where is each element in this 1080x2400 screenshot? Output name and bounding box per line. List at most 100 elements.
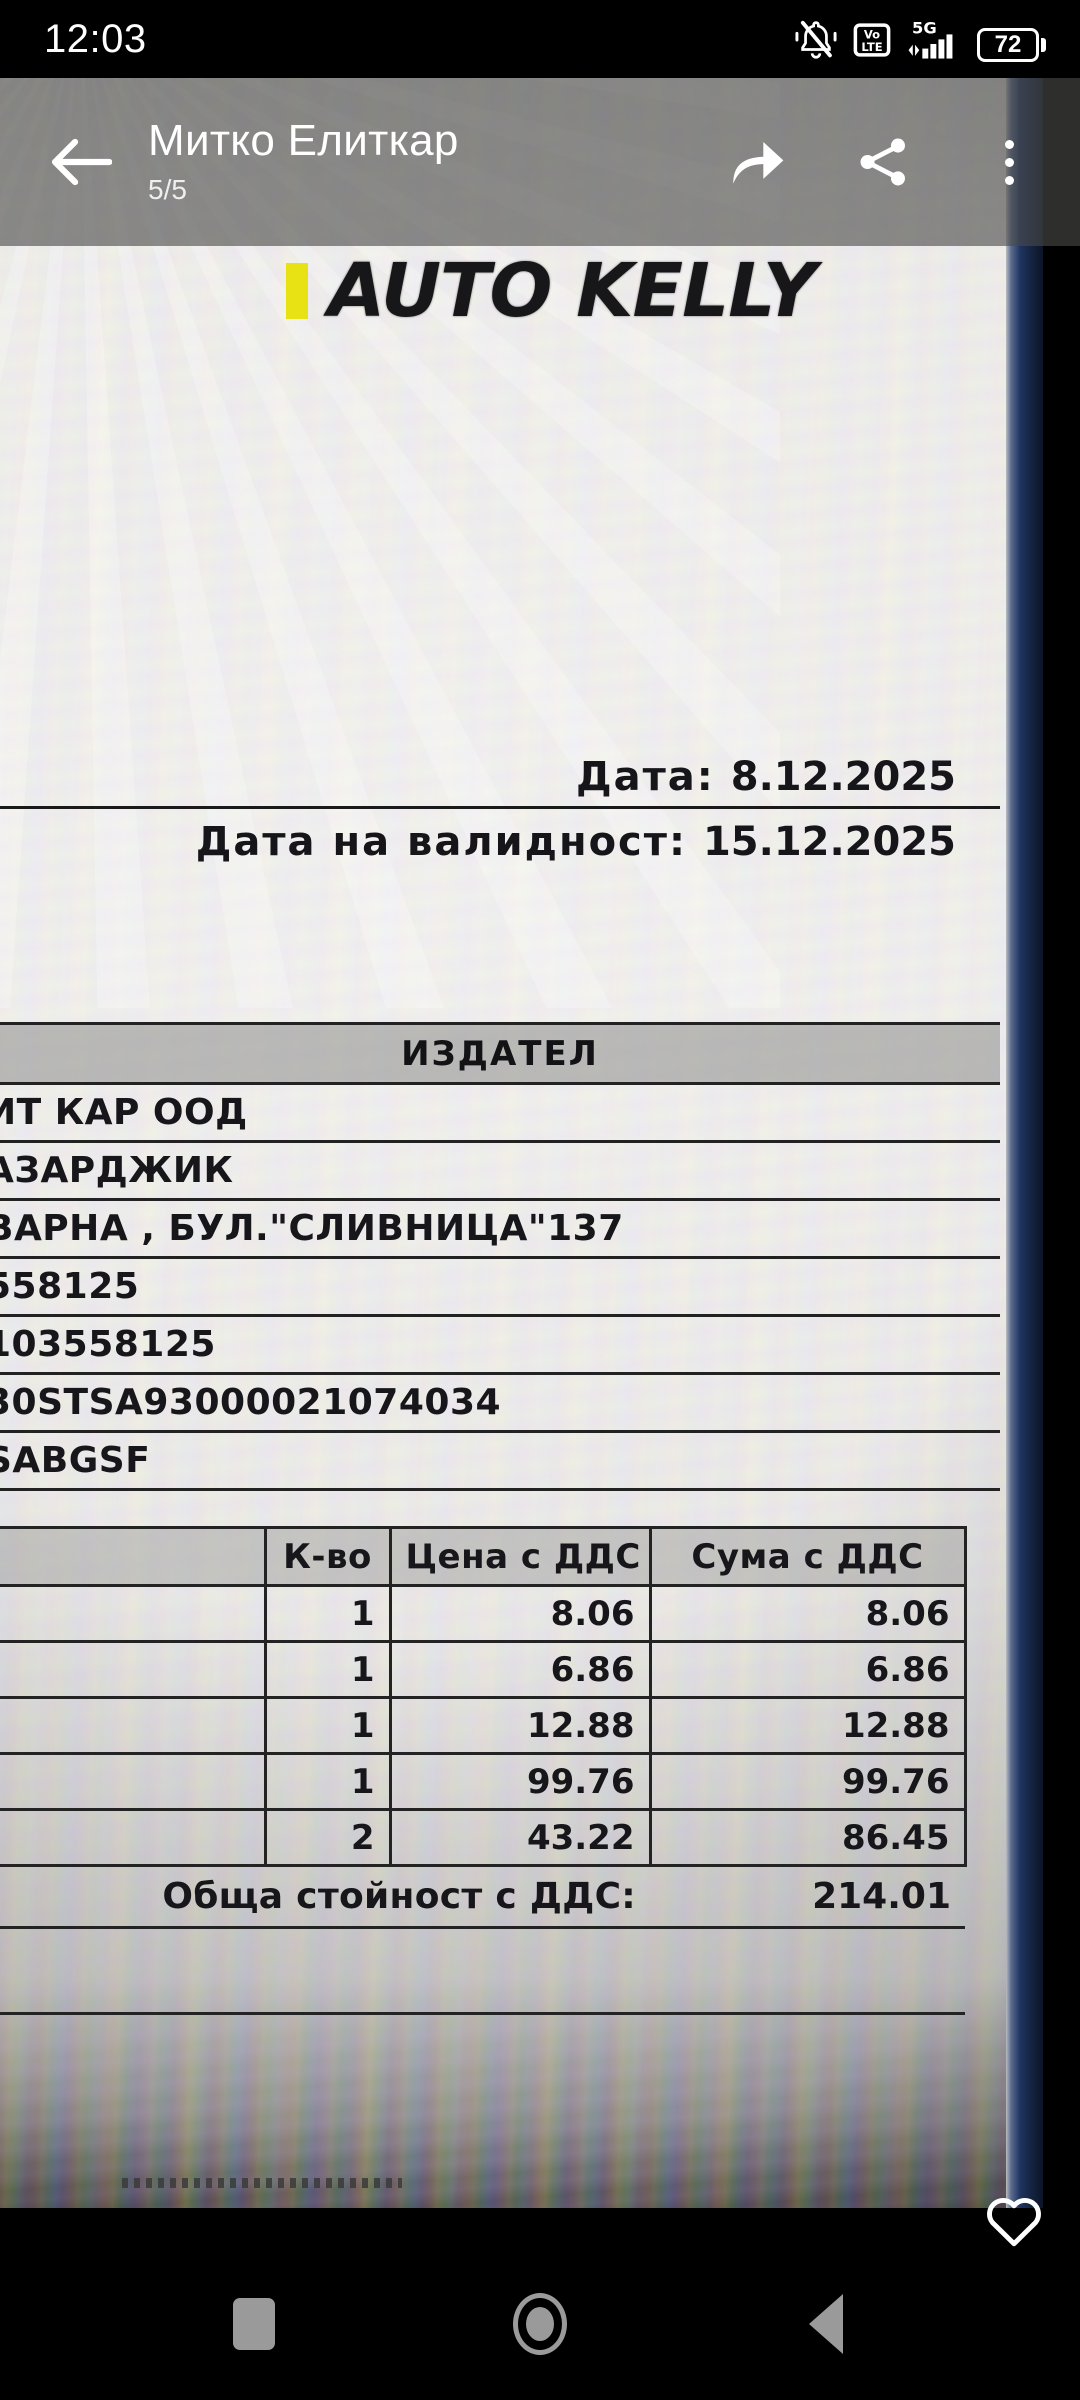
issuer-row: 103558125 <box>0 1317 1000 1375</box>
total-value: 214.01 <box>650 1864 965 1929</box>
invoice-photo[interactable]: AUTO KELLY Дата: 8.12.2025 Дата на валид… <box>0 78 1043 2208</box>
cell-description <box>0 1696 267 1755</box>
forward-arrow-icon <box>733 141 784 184</box>
overflow-menu-button[interactable] <box>966 119 1052 205</box>
logo-brand-text: AUTO KELLY <box>328 248 816 334</box>
cell-unit-price: 12.88 <box>388 1696 652 1755</box>
svg-text:5G: 5G <box>912 18 937 37</box>
column-header-quantity: К-во <box>263 1526 392 1587</box>
issuer-bic: SABGSF <box>0 1440 151 1481</box>
cell-line-total: 8.06 <box>648 1584 967 1643</box>
svg-text:LTE: LTE <box>861 40 882 54</box>
table-row: 1 12.88 12.88 <box>0 1696 967 1755</box>
square-recents-icon <box>233 2298 275 2350</box>
cell-description <box>0 1752 267 1811</box>
status-bar-clock: 12:03 <box>44 16 147 61</box>
photo-right-edge-strip <box>1006 78 1043 2208</box>
issuer-row: ИТ КАР ООД <box>0 1085 1000 1143</box>
cell-line-total: 6.86 <box>648 1640 967 1699</box>
mute-bell-icon <box>795 20 837 59</box>
cell-unit-price: 43.22 <box>388 1808 652 1867</box>
heart-outline-icon <box>987 2197 1041 2247</box>
signature-dotted-line <box>122 2178 402 2188</box>
back-nav-button[interactable] <box>778 2276 874 2372</box>
cell-quantity: 1 <box>263 1752 392 1811</box>
status-bar-icons: Vo LTE 5G 72 <box>794 16 1046 62</box>
issuer-city: АЗАРДЖИК <box>0 1150 234 1191</box>
share-icon <box>860 138 905 186</box>
cell-description <box>0 1584 267 1643</box>
recents-button[interactable] <box>206 2276 302 2372</box>
more-vertical-icon <box>1004 139 1014 185</box>
issuer-address: ВАРНА , БУЛ."СЛИВНИЦА"137 <box>0 1208 624 1249</box>
total-label: Обща стойност с ДДС: <box>0 1864 650 1929</box>
table-row: 1 6.86 6.86 <box>0 1640 967 1699</box>
cell-quantity: 2 <box>263 1808 392 1867</box>
issue-date-label: Дата: <box>575 754 715 800</box>
toolbar-actions <box>714 119 1052 205</box>
page-title: Митко Елиткар <box>148 115 459 165</box>
battery-percent-label: 72 <box>994 31 1022 58</box>
issue-date-value: 8.12.2025 <box>730 754 956 800</box>
home-button[interactable] <box>492 2276 588 2372</box>
issuer-row: 558125 <box>0 1259 1000 1317</box>
cell-line-total: 12.88 <box>648 1696 967 1755</box>
issuer-table-header: ИЗДАТЕЛ <box>0 1025 1000 1085</box>
auto-kelly-logo: AUTO KELLY <box>286 248 816 334</box>
items-table: К-во Цена с ДДС Сума с ДДС 1 8.06 8.06 1 <box>0 1526 1000 2015</box>
cell-line-total: 99.76 <box>648 1752 967 1811</box>
cell-quantity: 1 <box>263 1640 392 1699</box>
cell-quantity: 1 <box>263 1584 392 1643</box>
battery-nub <box>1041 38 1046 52</box>
5g-signal-icon: 5G <box>908 18 953 59</box>
cell-line-total: 86.45 <box>648 1808 967 1867</box>
cell-description <box>0 1640 267 1699</box>
date-block: Дата: 8.12.2025 Дата на валидност: 15.12… <box>0 754 1000 865</box>
items-header-row: К-во Цена с ДДС Сума с ДДС <box>0 1526 967 1587</box>
svg-text:Vo: Vo <box>864 28 880 42</box>
back-button[interactable] <box>36 117 126 207</box>
battery-icon: 72 <box>977 28 1046 62</box>
issuer-vat-number: 103558125 <box>0 1324 216 1365</box>
cell-unit-price: 6.86 <box>388 1640 652 1699</box>
logo-accent-bar <box>286 263 308 319</box>
circle-home-icon <box>513 2293 567 2355</box>
issuer-company-name: ИТ КАР ООД <box>0 1092 248 1133</box>
table-row: 1 8.06 8.06 <box>0 1584 967 1643</box>
cell-quantity: 1 <box>263 1696 392 1755</box>
app-toolbar: Митко Елиткар 5/5 <box>0 78 1080 246</box>
column-header-description <box>0 1526 267 1587</box>
table-row: 1 99.76 99.76 <box>0 1752 967 1811</box>
issuer-row: АЗАРДЖИК <box>0 1143 1000 1201</box>
table-row: 2 43.22 86.45 <box>0 1808 967 1867</box>
cell-description <box>0 1808 267 1867</box>
title-block: Митко Елиткар 5/5 <box>148 115 459 207</box>
issuer-row: 30STSA93000021074034 <box>0 1375 1000 1433</box>
issuer-row: ВАРНА , БУЛ."СЛИВНИЦА"137 <box>0 1201 1000 1259</box>
share-button[interactable] <box>840 119 926 205</box>
footer-spacer-cell <box>0 1927 965 2015</box>
column-header-unit-price: Цена с ДДС <box>388 1526 652 1587</box>
column-header-line-total: Сума с ДДС <box>648 1526 967 1587</box>
issuer-row: SABGSF <box>0 1433 1000 1491</box>
issue-date-row: Дата: 8.12.2025 <box>0 754 1000 809</box>
volte-icon: Vo LTE <box>853 23 891 57</box>
issuer-iban: 30STSA93000021074034 <box>0 1382 502 1423</box>
back-arrow-icon <box>51 138 112 186</box>
photo-counter: 5/5 <box>148 174 187 206</box>
forward-button[interactable] <box>714 119 800 205</box>
signature-name: ДимитърГеоргиевТасев <box>36 2206 550 2208</box>
status-bar: 12:03 Vo LTE 5G 72 <box>0 0 1080 78</box>
validity-date-value: 15.12.2025 <box>702 819 956 865</box>
validity-date-row: Дата на валидност: 15.12.2025 <box>0 809 1000 865</box>
photo-viewer-area[interactable]: AUTO KELLY Дата: 8.12.2025 Дата на валид… <box>0 78 1080 2248</box>
android-navigation-bar <box>0 2248 1080 2400</box>
issuer-eik: 558125 <box>0 1266 140 1307</box>
cell-unit-price: 8.06 <box>388 1584 652 1643</box>
total-row: Обща стойност с ДДС: 214.01 <box>0 1864 965 1929</box>
cell-unit-price: 99.76 <box>388 1752 652 1811</box>
triangle-back-icon <box>809 2294 843 2354</box>
table-footer-spacer-row <box>0 1927 965 2015</box>
favorite-button[interactable] <box>978 2184 1050 2248</box>
validity-date-label: Дата на валидност: <box>195 819 687 865</box>
